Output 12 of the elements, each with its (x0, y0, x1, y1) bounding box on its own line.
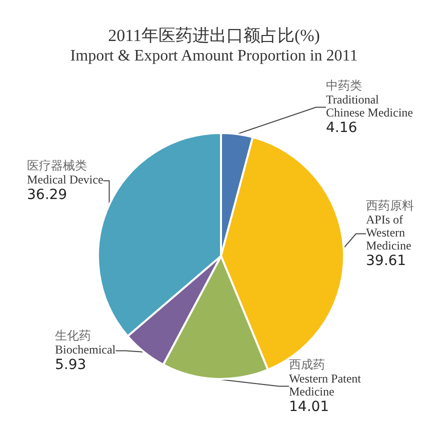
slice-label: 西成药 Western Patent Medicine (289, 358, 362, 398)
slice-label: 中药类 Traditional Chinese Medicine (326, 78, 413, 120)
chart-title: 2011年医药进出口额占比(%) (108, 26, 320, 45)
slice-label: 医疗器械类 Medical Device (27, 158, 104, 186)
chart-subtitle: Import & Export Amount Proportion in 2011 (70, 48, 358, 64)
slice-label: 西药原料 APIs of Western Medicine (366, 198, 414, 252)
data-label: 4.16 (326, 120, 358, 136)
data-label: 39.61 (366, 253, 406, 269)
data-label: 5.93 (55, 357, 86, 373)
data-label: 36.29 (27, 187, 68, 203)
data-label: 14.01 (289, 399, 330, 415)
slice-label: 生化药 Biochemical (55, 328, 116, 356)
